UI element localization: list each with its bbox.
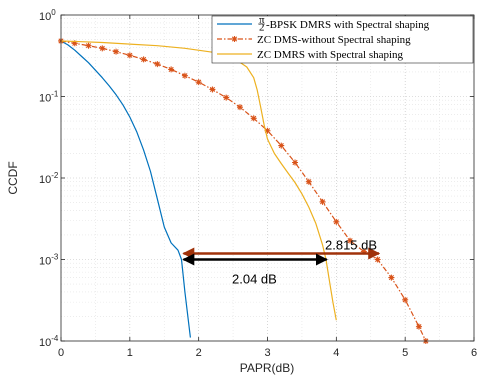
y-tick-label: 100: [39, 8, 56, 23]
series-point-2: [181, 72, 188, 79]
series-point-2: [264, 127, 271, 134]
x-tick-label: 4: [333, 347, 339, 359]
y-tick-label: 10-1: [39, 90, 59, 105]
x-tick-label: 0: [58, 347, 64, 359]
series-line-1: [60, 40, 191, 338]
series-line-3: [60, 40, 337, 321]
y-tick-label: 10-4: [39, 334, 59, 349]
series-point-2: [333, 218, 340, 225]
x-tick-label: 6: [471, 347, 477, 359]
series-point-2: [113, 48, 120, 55]
legend-fraction-numerator: π: [259, 14, 265, 26]
x-tick-label: 3: [264, 347, 270, 359]
legend: π2 -BPSK DMRS with Spectral shaping ZC DMS…: [211, 14, 474, 64]
annotations: 2.815 dB 2.04 dB: [182, 238, 381, 287]
y-tick-label: 10-2: [39, 171, 59, 186]
x-tick-label: 2: [196, 347, 202, 359]
series-point-2: [154, 61, 161, 68]
x-tick-label: 5: [402, 347, 408, 359]
x-tick-label: 1: [127, 347, 133, 359]
series-point-2: [402, 296, 409, 303]
series-point-2: [195, 79, 202, 86]
legend-fraction-denominator: 2: [259, 22, 265, 34]
y-tick-label: 10-3: [39, 253, 59, 268]
legend-marker-2: [231, 36, 238, 42]
series-point-2: [85, 42, 92, 49]
series-point-2: [99, 45, 106, 52]
series-point-2: [236, 104, 243, 111]
series-point-2: [71, 40, 78, 47]
series-point-2: [292, 159, 299, 166]
series-point-2: [209, 86, 216, 93]
series-point-2: [319, 198, 326, 205]
legend-label-2: ZC DMS-without Spectral shaping: [257, 34, 411, 46]
series-point-2: [168, 66, 175, 73]
series-point-2: [388, 274, 395, 281]
legend-label-1: -BPSK DMRS with Spectral shaping: [266, 19, 430, 31]
series-point-2: [374, 256, 381, 263]
legend-label-3: ZC DMRS with Spectral shaping: [257, 49, 404, 61]
series-point-2: [126, 52, 133, 59]
series-point-2: [140, 56, 147, 63]
legend-box: [211, 15, 474, 64]
annotation-204-db: 2.04 dB: [232, 272, 277, 287]
annotation-2815-db: 2.815 dB: [325, 238, 377, 253]
series-point-2: [250, 115, 257, 122]
series-point-2: [223, 94, 230, 101]
series-point-2: [305, 178, 312, 185]
series-point-2: [415, 323, 422, 330]
series-point-2: [347, 237, 354, 244]
x-axis-label: PAPR(dB): [240, 361, 294, 375]
series-point-2: [278, 142, 285, 149]
y-axis-label: CCDF: [6, 161, 20, 194]
